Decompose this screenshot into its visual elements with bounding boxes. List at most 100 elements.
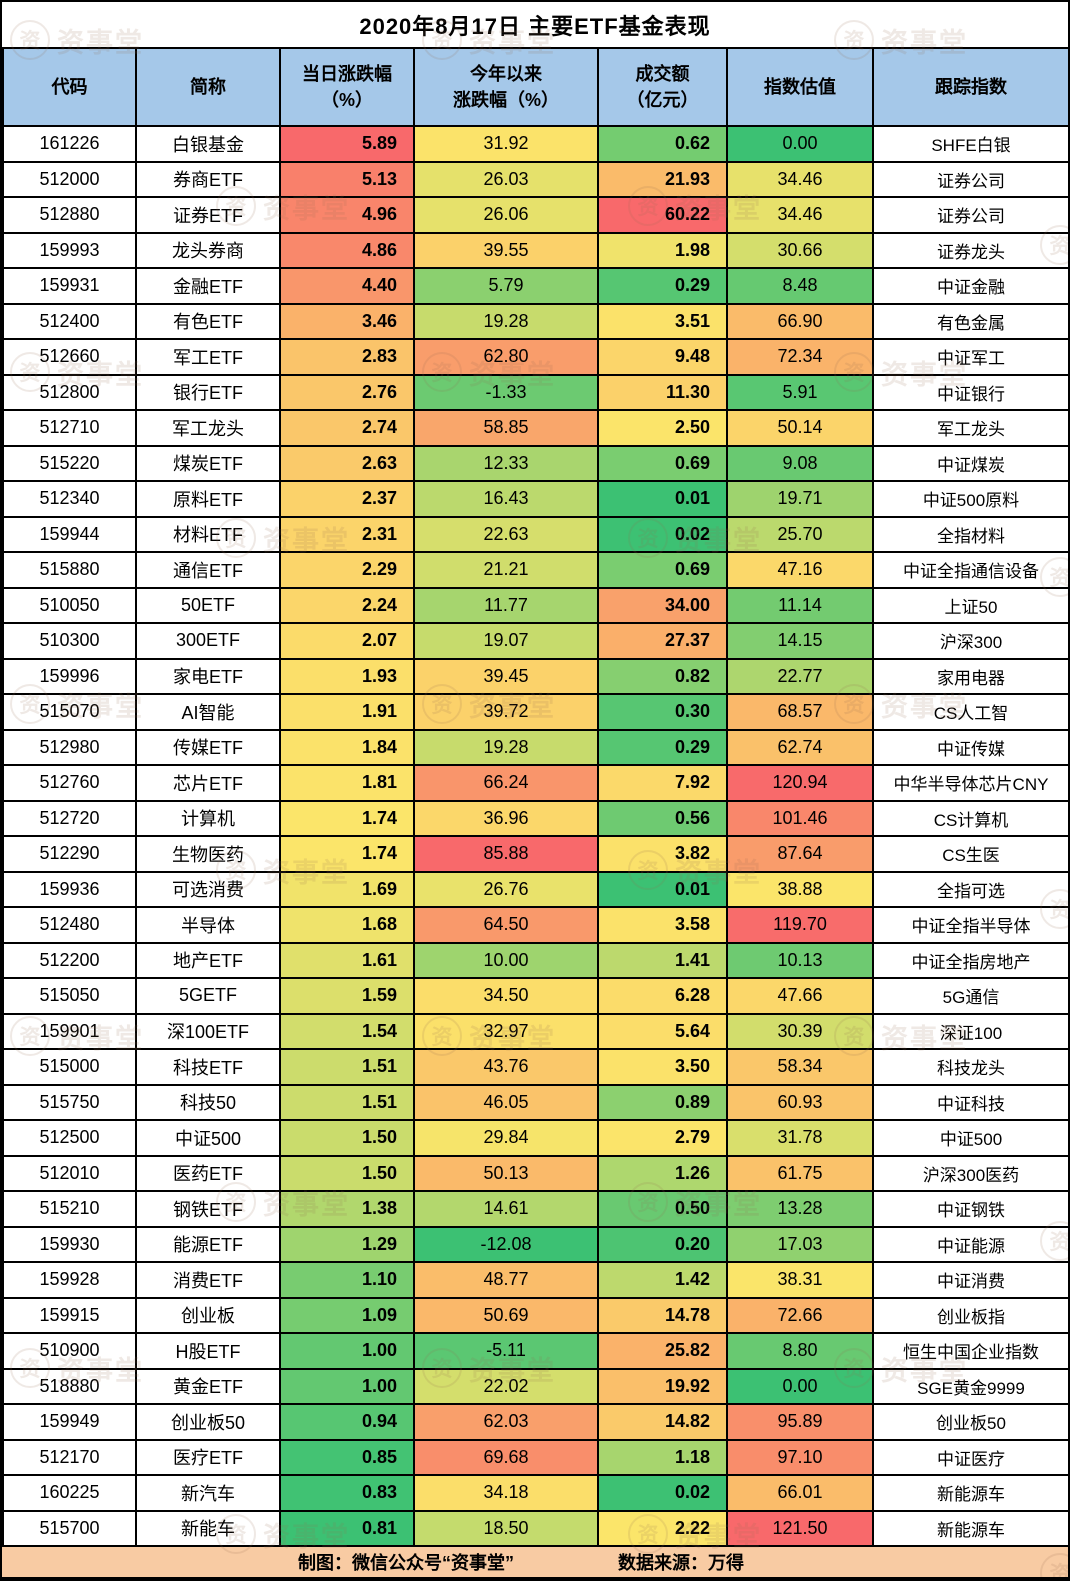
table-row: 518880 黄金ETF 1.00 22.02 19.92 0.00 SGE黄金9999: [2, 1367, 1068, 1405]
cell-daily-change: 1.51: [279, 1048, 415, 1086]
cell-daily-change: 0.85: [279, 1438, 415, 1476]
footer-bar: 制图：微信公众号“资事堂” 数据来源：万得: [2, 1547, 1068, 1577]
cell-ytd-change: 21.21: [413, 551, 599, 589]
cell-ytd-change: 46.05: [413, 1083, 599, 1121]
cell-tracking-index: 中证煤炭: [872, 444, 1068, 482]
cell-ytd-change: 18.50: [413, 1509, 599, 1547]
cell-code: 515700: [2, 1509, 137, 1547]
table-row: 512760 芯片ETF 1.81 66.24 7.92 120.94 中华半导体芯片CNY: [2, 764, 1068, 802]
cell-daily-change: 1.09: [279, 1296, 415, 1334]
cell-index-valuation: 25.70: [726, 515, 874, 553]
table-row: 515750 科技50 1.51 46.05 0.89 60.93 中证科技: [2, 1083, 1068, 1121]
cell-turnover: 1.41: [597, 941, 728, 979]
cell-ytd-change: -5.11: [413, 1332, 599, 1370]
table-row: 510300 300ETF 2.07 19.07 27.37 14.15 沪深300: [2, 622, 1068, 660]
cell-index-valuation: 68.57: [726, 693, 874, 731]
cell-daily-change: 1.93: [279, 657, 415, 695]
cell-ytd-change: 32.97: [413, 1012, 599, 1050]
footer-credit: 制图：微信公众号“资事堂”: [298, 1553, 514, 1573]
cell-tracking-index: 科技龙头: [872, 1048, 1068, 1086]
cell-fund-name: 新能车: [135, 1509, 281, 1547]
cell-code: 159996: [2, 657, 137, 695]
cell-index-valuation: 8.80: [726, 1332, 874, 1370]
cell-turnover: 0.30: [597, 693, 728, 731]
cell-index-valuation: 101.46: [726, 799, 874, 837]
table-row: 159928 消费ETF 1.10 48.77 1.42 38.31 中证消费: [2, 1261, 1068, 1299]
cell-daily-change: 5.89: [279, 125, 415, 163]
cell-fund-name: 通信ETF: [135, 551, 281, 589]
cell-code: 515220: [2, 444, 137, 482]
cell-turnover: 11.30: [597, 373, 728, 411]
cell-fund-name: 银行ETF: [135, 373, 281, 411]
table-body: 161226 白银基金 5.89 31.92 0.62 0.00 SHFE白银 512000 券…: [2, 125, 1068, 1547]
cell-index-valuation: 61.75: [726, 1154, 874, 1192]
cell-fund-name: 新汽车: [135, 1474, 281, 1512]
cell-fund-name: 300ETF: [135, 622, 281, 660]
cell-fund-name: 白银基金: [135, 125, 281, 163]
cell-code: 159915: [2, 1296, 137, 1334]
cell-daily-change: 1.00: [279, 1367, 415, 1405]
table-row: 512000 券商ETF 5.13 26.03 21.93 34.46 证券公司: [2, 160, 1068, 198]
cell-fund-name: 钢铁ETF: [135, 1190, 281, 1228]
cell-index-valuation: 8.48: [726, 267, 874, 305]
column-header-code: 代码: [2, 47, 137, 127]
cell-tracking-index: 5G通信: [872, 977, 1068, 1015]
cell-tracking-index: SHFE白银: [872, 125, 1068, 163]
cell-daily-change: 1.59: [279, 977, 415, 1015]
cell-fund-name: H股ETF: [135, 1332, 281, 1370]
cell-fund-name: 科技50: [135, 1083, 281, 1121]
table-row: 512010 医药ETF 1.50 50.13 1.26 61.75 沪深300医药: [2, 1154, 1068, 1192]
table-row: 512290 生物医药 1.74 85.88 3.82 87.64 CS生医: [2, 835, 1068, 873]
cell-ytd-change: 14.61: [413, 1190, 599, 1228]
cell-turnover: 14.82: [597, 1403, 728, 1441]
cell-code: 512290: [2, 835, 137, 873]
cell-index-valuation: 47.16: [726, 551, 874, 589]
cell-tracking-index: 中证医疗: [872, 1438, 1068, 1476]
cell-turnover: 1.98: [597, 231, 728, 269]
cell-fund-name: 中证500: [135, 1119, 281, 1157]
cell-index-valuation: 14.15: [726, 622, 874, 660]
cell-ytd-change: 64.50: [413, 906, 599, 944]
cell-ytd-change: 16.43: [413, 480, 599, 518]
cell-index-valuation: 38.88: [726, 870, 874, 908]
cell-turnover: 0.02: [597, 515, 728, 553]
cell-tracking-index: 家用电器: [872, 657, 1068, 695]
cell-turnover: 2.79: [597, 1119, 728, 1157]
cell-daily-change: 1.68: [279, 906, 415, 944]
cell-turnover: 0.89: [597, 1083, 728, 1121]
cell-daily-change: 1.69: [279, 870, 415, 908]
table-row: 512660 军工ETF 2.83 62.80 9.48 72.34 中证军工: [2, 338, 1068, 376]
cell-ytd-change: 69.68: [413, 1438, 599, 1476]
cell-index-valuation: 60.93: [726, 1083, 874, 1121]
cell-tracking-index: SGE黄金9999: [872, 1367, 1068, 1405]
cell-code: 512010: [2, 1154, 137, 1192]
cell-code: 512200: [2, 941, 137, 979]
cell-daily-change: 1.10: [279, 1261, 415, 1299]
cell-daily-change: 0.81: [279, 1509, 415, 1547]
cell-turnover: 6.28: [597, 977, 728, 1015]
cell-daily-change: 1.38: [279, 1190, 415, 1228]
column-header-turnover: 成交额 （亿元）: [597, 47, 728, 127]
table-row: 512800 银行ETF 2.76 -1.33 11.30 5.91 中证银行: [2, 373, 1068, 411]
page-title: 2020年8月17日 主要ETF基金表现: [359, 13, 711, 39]
cell-code: 159944: [2, 515, 137, 553]
cell-ytd-change: 22.63: [413, 515, 599, 553]
cell-fund-name: 芯片ETF: [135, 764, 281, 802]
cell-turnover: 0.29: [597, 267, 728, 305]
cell-tracking-index: 全指材料: [872, 515, 1068, 553]
cell-index-valuation: 72.66: [726, 1296, 874, 1334]
cell-fund-name: 券商ETF: [135, 160, 281, 198]
cell-daily-change: 1.81: [279, 764, 415, 802]
table-row: 512480 半导体 1.68 64.50 3.58 119.70 中证全指半导体: [2, 906, 1068, 944]
column-header-chg: 当日涨跌幅 （%）: [279, 47, 415, 127]
cell-turnover: 0.01: [597, 870, 728, 908]
cell-ytd-change: 10.00: [413, 941, 599, 979]
cell-turnover: 0.56: [597, 799, 728, 837]
cell-tracking-index: 证券公司: [872, 196, 1068, 234]
cell-daily-change: 1.54: [279, 1012, 415, 1050]
cell-fund-name: 原料ETF: [135, 480, 281, 518]
cell-tracking-index: 深证100: [872, 1012, 1068, 1050]
cell-daily-change: 2.83: [279, 338, 415, 376]
cell-code: 515750: [2, 1083, 137, 1121]
cell-turnover: 0.29: [597, 728, 728, 766]
